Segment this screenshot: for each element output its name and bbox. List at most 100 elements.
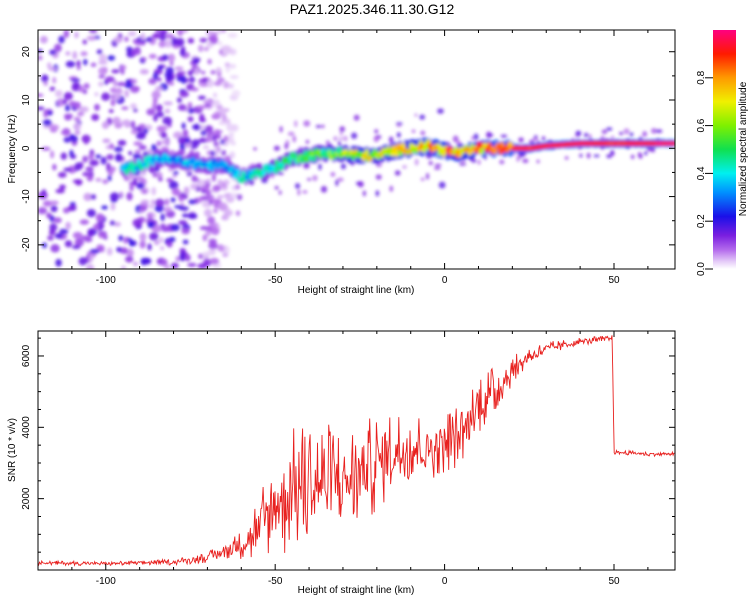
- noise-blob: [375, 174, 382, 180]
- noise-blob: [500, 134, 508, 138]
- noise-blob: [53, 43, 62, 53]
- noise-blob: [141, 257, 152, 265]
- noise-blob: [487, 133, 494, 137]
- noise-blob: [94, 92, 99, 97]
- noise-blob: [606, 127, 613, 131]
- noise-blob: [113, 79, 118, 87]
- noise-blob: [586, 152, 591, 159]
- noise-blob: [411, 129, 416, 134]
- noise-blob: [155, 30, 160, 33]
- snr-x-tick-label: -100: [96, 576, 116, 587]
- noise-blob: [312, 175, 318, 182]
- noise-blob: [50, 205, 58, 213]
- noise-blob: [330, 171, 336, 177]
- noise-blob: [170, 197, 176, 203]
- colorbar-tick-label: 0.2: [696, 214, 707, 228]
- noise-blob: [155, 104, 163, 112]
- noise-blob: [182, 129, 189, 138]
- noise-blob: [207, 58, 212, 65]
- noise-blob: [71, 244, 81, 250]
- noise-blob: [141, 189, 148, 194]
- noise-blob: [168, 81, 175, 86]
- noise-blob: [206, 178, 212, 184]
- noise-blob: [148, 204, 155, 209]
- noise-blob: [76, 111, 85, 117]
- noise-blob: [131, 48, 137, 57]
- noise-blob: [152, 33, 161, 38]
- noise-blob: [73, 122, 82, 131]
- noise-blob: [107, 168, 114, 176]
- noise-blob: [362, 190, 367, 197]
- noise-blob: [200, 195, 210, 201]
- noise-blob: [388, 136, 394, 144]
- noise-blob: [72, 231, 83, 239]
- noise-blob: [179, 49, 186, 57]
- noise-blob: [38, 93, 44, 98]
- noise-blob: [59, 184, 66, 190]
- noise-blob: [117, 87, 122, 93]
- noise-blob: [89, 248, 100, 254]
- noise-blob: [166, 240, 173, 248]
- noise-blob: [229, 151, 236, 159]
- noise-blob: [74, 162, 83, 171]
- noise-blob: [167, 53, 176, 62]
- noise-blob: [127, 31, 137, 37]
- noise-blob: [202, 258, 212, 267]
- noise-blob: [414, 113, 418, 117]
- noise-blob: [181, 213, 189, 218]
- noise-blob: [111, 69, 120, 74]
- noise-blob: [533, 135, 538, 139]
- noise-blob: [124, 89, 130, 98]
- noise-blob: [116, 246, 122, 253]
- noise-blob: [389, 185, 394, 192]
- noise-blob: [226, 123, 234, 131]
- noise-blob: [149, 232, 159, 241]
- noise-blob: [163, 206, 172, 213]
- noise-blob: [168, 236, 176, 243]
- noise-blob: [134, 41, 145, 46]
- noise-blob: [177, 136, 187, 145]
- noise-blob: [187, 262, 197, 267]
- noise-blob: [228, 132, 235, 137]
- noise-blob: [340, 163, 347, 170]
- ridge-core: [311, 154, 317, 162]
- noise-blob: [425, 172, 430, 180]
- ridge-core: [423, 144, 429, 151]
- noise-blob: [159, 246, 165, 251]
- spectrogram-y-tick-label: -10: [21, 189, 32, 204]
- noise-blob: [536, 140, 540, 145]
- noise-blob: [78, 257, 88, 266]
- snr-frame: [37, 330, 676, 571]
- colorbar-label: Normalized spectral amplitude: [738, 81, 749, 216]
- noise-blob: [127, 174, 135, 181]
- noise-blob: [202, 251, 212, 256]
- noise-blob: [339, 126, 345, 133]
- noise-blob: [150, 199, 156, 206]
- noise-blob: [211, 173, 216, 182]
- noise-blob: [564, 156, 569, 160]
- snr-x-tick-label: -50: [268, 576, 283, 587]
- noise-blob: [274, 185, 279, 190]
- noise-blob: [139, 171, 147, 176]
- noise-blob: [41, 189, 47, 196]
- noise-blob: [113, 92, 121, 101]
- noise-blob: [107, 174, 112, 182]
- noise-blob: [154, 204, 165, 213]
- colorbar-tick-label: 0.0: [696, 262, 707, 276]
- noise-blob: [396, 123, 402, 128]
- spectrogram-y-tick-label: -20: [21, 237, 32, 252]
- noise-blob: [82, 39, 88, 45]
- noise-blob: [420, 130, 426, 136]
- noise-blob: [213, 111, 221, 117]
- noise-blob: [315, 124, 322, 129]
- spectrogram-x-tick-label: 0: [442, 275, 448, 286]
- noise-blob: [197, 253, 204, 260]
- noise-blob: [41, 146, 51, 151]
- noise-blob: [196, 105, 207, 110]
- noise-blob: [181, 122, 186, 130]
- noise-blob: [147, 243, 152, 251]
- noise-blob: [181, 227, 190, 235]
- noise-blob: [74, 31, 79, 39]
- spectrogram-y-tick-label: 10: [21, 94, 32, 106]
